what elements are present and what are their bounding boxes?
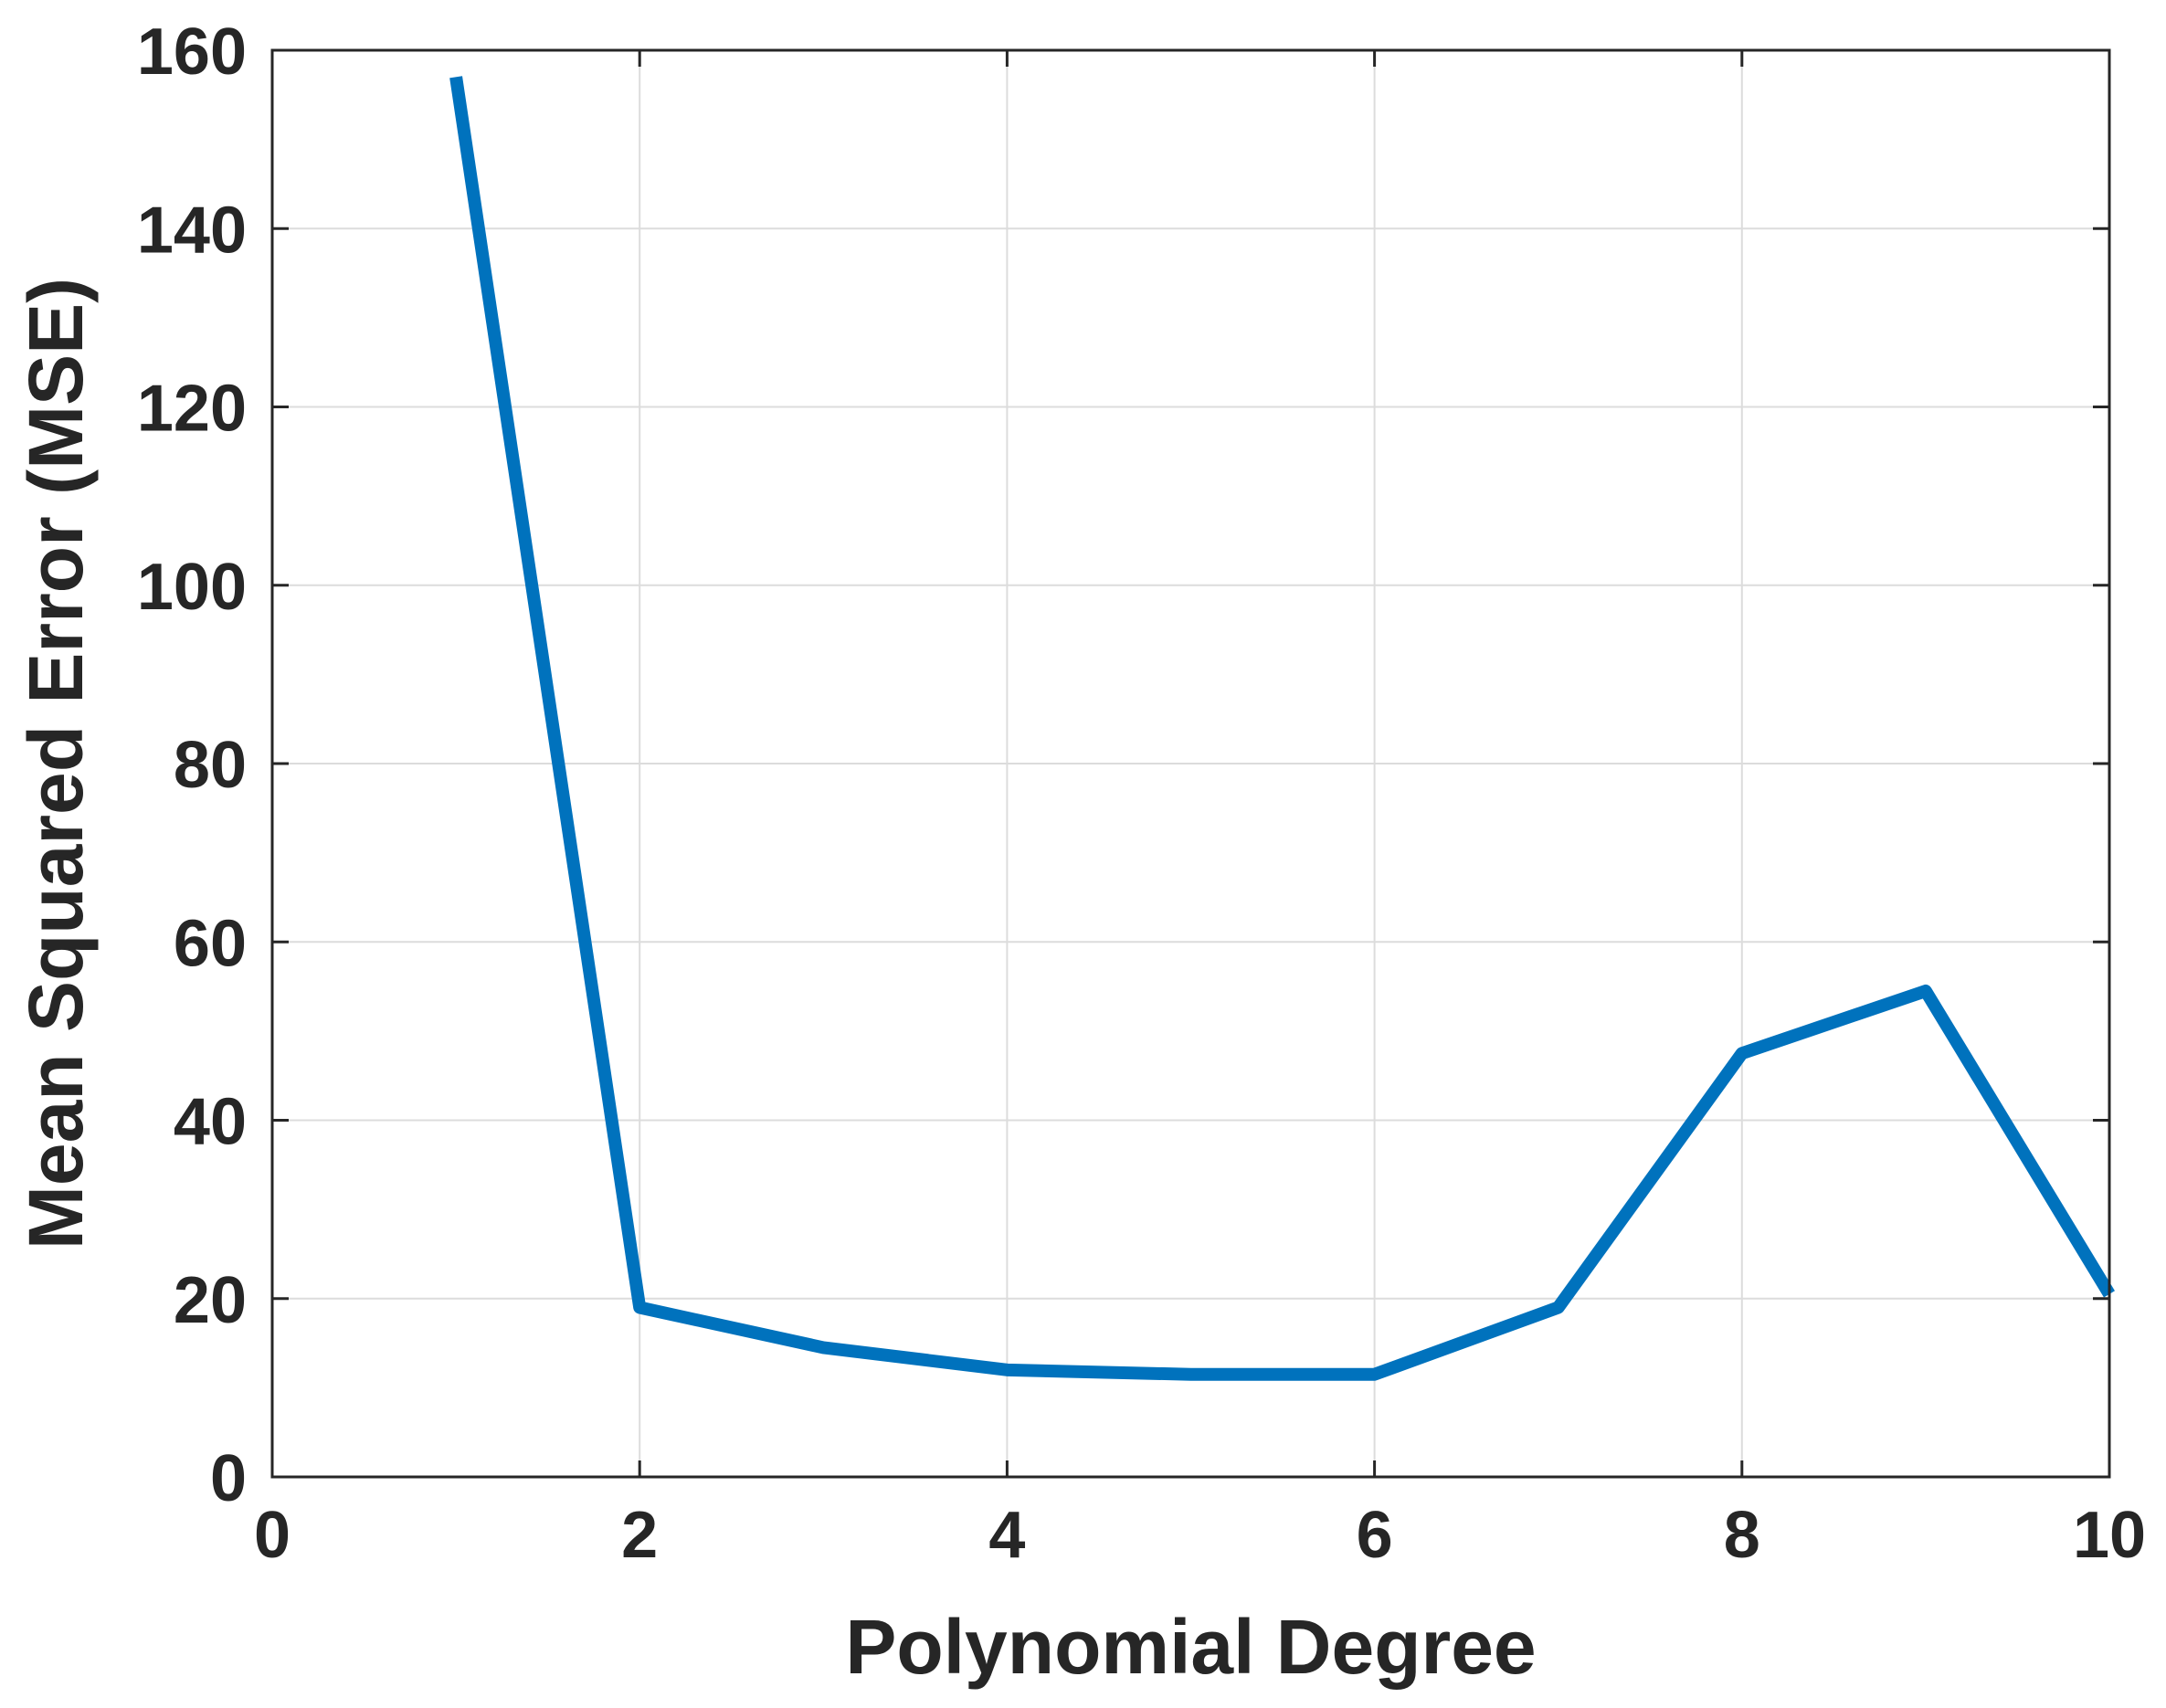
y-tick-label: 100 xyxy=(137,551,247,624)
y-tick-label: 0 xyxy=(210,1442,247,1515)
y-tick-label: 60 xyxy=(174,907,247,980)
series-line xyxy=(449,76,2115,1381)
y-tick-label: 160 xyxy=(137,16,247,89)
y-tick-label: 120 xyxy=(137,373,247,446)
y-axis-label: Mean Squared Error (MSE) xyxy=(13,278,99,1249)
x-axis-tick-labels: 0 2 4 6 8 10 xyxy=(254,1499,2146,1572)
y-tick-label: 140 xyxy=(137,194,247,267)
y-tick-label: 20 xyxy=(174,1264,247,1337)
x-tick-label: 0 xyxy=(254,1499,291,1572)
y-tick-label: 80 xyxy=(174,729,247,802)
x-tick-label: 2 xyxy=(621,1499,658,1572)
x-tick-label: 8 xyxy=(1724,1499,1760,1572)
x-tick-label: 4 xyxy=(988,1499,1025,1572)
x-tick-label: 10 xyxy=(2073,1499,2146,1572)
series-area xyxy=(449,76,2115,1381)
y-tick-label: 40 xyxy=(174,1086,247,1159)
x-axis-label: Polynomial Degree xyxy=(845,1604,1536,1690)
tick-marks xyxy=(270,48,2111,1479)
y-axis-tick-labels: 0 20 40 60 80 100 120 140 160 xyxy=(137,16,247,1515)
x-tick-label: 6 xyxy=(1357,1499,1393,1572)
